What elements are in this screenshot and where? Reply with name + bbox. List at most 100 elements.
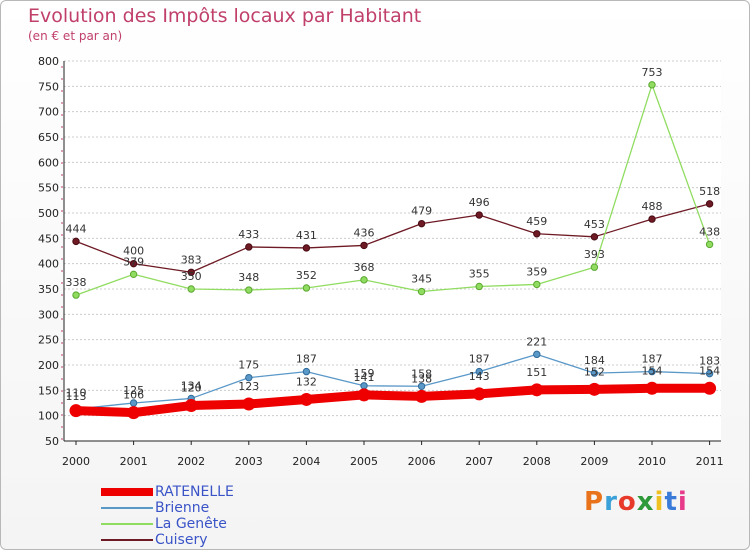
data-point bbox=[417, 287, 426, 296]
data-label: 753 bbox=[642, 66, 663, 79]
data-label: 436 bbox=[354, 226, 375, 239]
data-label: 110 bbox=[66, 387, 87, 400]
data-label: 187 bbox=[642, 353, 663, 366]
data-label: 158 bbox=[411, 367, 432, 380]
data-label: 444 bbox=[66, 222, 87, 235]
data-label: 120 bbox=[181, 382, 202, 395]
data-point bbox=[129, 259, 138, 268]
y-tick-label: 750 bbox=[38, 80, 59, 93]
legend-label: La Genête bbox=[155, 516, 227, 532]
data-point bbox=[357, 388, 371, 402]
data-label: 350 bbox=[181, 270, 202, 283]
data-label: 345 bbox=[411, 273, 432, 286]
data-label: 183 bbox=[699, 355, 720, 368]
data-label: 123 bbox=[238, 380, 259, 393]
x-tick-label: 2002 bbox=[177, 455, 205, 468]
data-point bbox=[533, 350, 541, 359]
legend-item: La Genête bbox=[101, 516, 301, 533]
data-label: 355 bbox=[469, 267, 490, 280]
plot-area bbox=[64, 61, 721, 441]
data-point bbox=[129, 270, 138, 279]
y-tick-label: 150 bbox=[38, 384, 59, 397]
legend-swatch bbox=[101, 488, 153, 496]
legend-swatch bbox=[101, 523, 153, 525]
data-point bbox=[648, 215, 656, 223]
data-label: 138 bbox=[411, 372, 432, 385]
y-tick-label: 400 bbox=[38, 258, 59, 271]
data-label: 431 bbox=[296, 229, 317, 242]
data-point bbox=[187, 285, 195, 293]
data-point bbox=[590, 263, 599, 271]
data-point bbox=[360, 241, 368, 250]
logo-letter: i bbox=[654, 487, 665, 517]
data-label: 159 bbox=[354, 367, 375, 380]
data-label: 338 bbox=[66, 276, 87, 289]
series-line-cuisery bbox=[75, 203, 711, 273]
data-label: 379 bbox=[123, 255, 144, 268]
data-point bbox=[590, 233, 599, 241]
logo-letter: t bbox=[664, 487, 678, 517]
logo-letter: r bbox=[604, 487, 618, 517]
proxiti-logo: Proxiti bbox=[584, 487, 688, 517]
x-tick-label: 2005 bbox=[350, 455, 378, 468]
data-point bbox=[705, 200, 714, 208]
logo-letter: P bbox=[584, 487, 605, 517]
y-tick-label: 700 bbox=[38, 106, 59, 119]
legend-swatch bbox=[101, 507, 153, 509]
data-point bbox=[475, 282, 483, 291]
series-line-la-gen-te bbox=[75, 84, 711, 296]
logo-letter: x bbox=[636, 487, 655, 517]
y-tick-label: 500 bbox=[38, 207, 59, 220]
data-label: 383 bbox=[181, 253, 202, 266]
data-point bbox=[415, 389, 429, 403]
data-point bbox=[530, 383, 544, 397]
x-tick-label: 2004 bbox=[292, 455, 320, 468]
x-tick-label: 2003 bbox=[235, 455, 263, 468]
y-tick-label: 650 bbox=[38, 131, 59, 144]
legend-swatch bbox=[101, 539, 153, 541]
data-point bbox=[417, 219, 426, 228]
data-label: 400 bbox=[123, 245, 144, 258]
data-point bbox=[72, 291, 80, 299]
x-tick-label: 2000 bbox=[62, 455, 90, 468]
x-tick-label: 2009 bbox=[580, 455, 608, 468]
x-tick-label: 2001 bbox=[120, 455, 148, 468]
data-label: 359 bbox=[526, 265, 547, 278]
y-tick-label: 550 bbox=[38, 182, 59, 195]
data-point bbox=[302, 284, 311, 292]
data-label: 488 bbox=[642, 200, 663, 213]
legend-item: Brienne bbox=[101, 500, 301, 517]
data-label: 479 bbox=[411, 205, 432, 218]
legend-label: RATENELLE bbox=[155, 484, 234, 500]
data-point bbox=[590, 369, 599, 377]
x-tick-label: 2010 bbox=[638, 455, 666, 468]
y-tick-label: 350 bbox=[38, 283, 59, 296]
data-label: 184 bbox=[584, 354, 605, 367]
data-point bbox=[645, 381, 659, 395]
data-point bbox=[127, 406, 141, 420]
x-tick-label: 2011 bbox=[696, 455, 724, 468]
logo-letter: i bbox=[677, 487, 688, 517]
chart-legend: RATENELLE Brienne La Genête Cuisery bbox=[101, 484, 301, 549]
data-label: 496 bbox=[469, 196, 490, 209]
data-point bbox=[472, 387, 486, 401]
data-point bbox=[475, 211, 483, 219]
data-label: 154 bbox=[642, 364, 663, 377]
data-point bbox=[69, 404, 83, 418]
y-tick-label: 250 bbox=[38, 334, 59, 347]
data-label: 154 bbox=[699, 364, 720, 377]
data-point bbox=[417, 382, 426, 390]
data-label: 393 bbox=[584, 248, 605, 261]
data-label: 518 bbox=[699, 185, 720, 198]
x-tick-label: 2006 bbox=[408, 455, 436, 468]
data-point bbox=[245, 243, 253, 251]
data-point bbox=[184, 399, 198, 413]
y-tick-label: 300 bbox=[38, 308, 59, 321]
data-point bbox=[703, 381, 717, 395]
data-point bbox=[533, 280, 541, 289]
data-label: 151 bbox=[526, 366, 547, 379]
data-point bbox=[360, 276, 368, 284]
data-label: 125 bbox=[123, 384, 144, 397]
